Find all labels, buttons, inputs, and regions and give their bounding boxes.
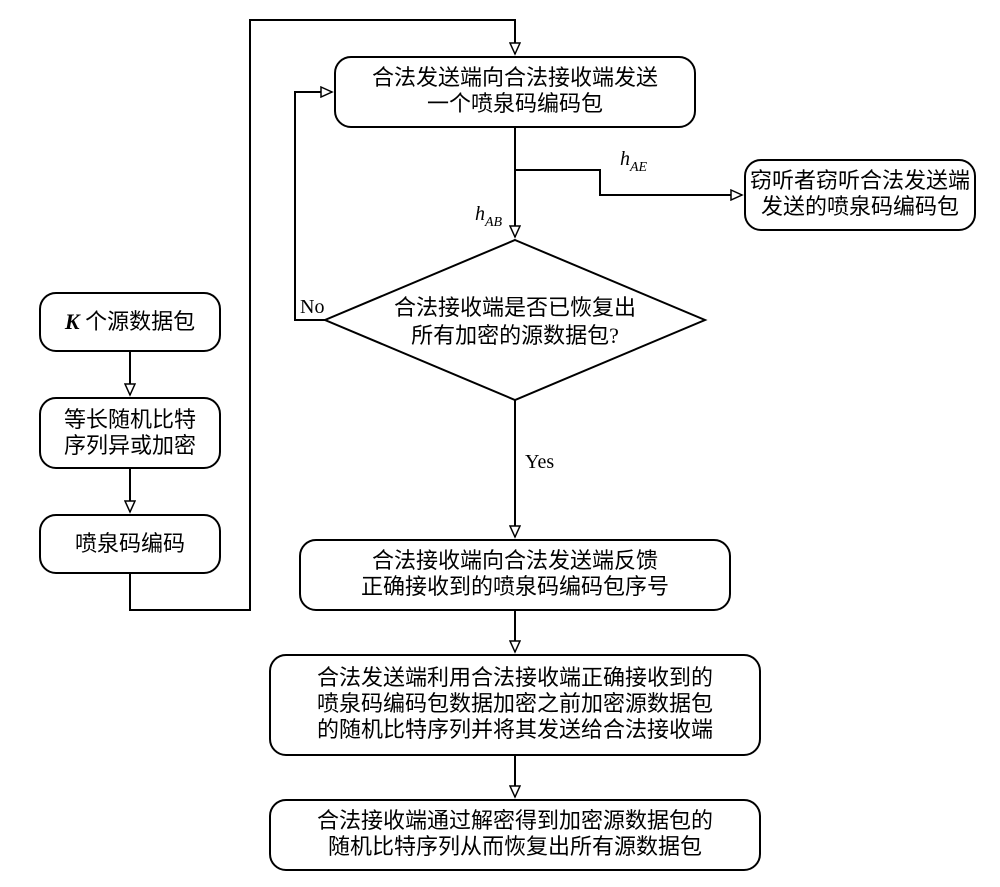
label-no: No (300, 296, 324, 318)
node-recover-label-1: 合法接收端通过解密得到加密源数据包的 (317, 808, 713, 833)
flowchart-canvas: K 个源数据包 等长随机比特 序列异或加密 喷泉码编码 合法发送端向合法接收端发… (0, 0, 1000, 887)
node-xor-encrypt-label-1: 等长随机比特 (64, 407, 196, 432)
node-recover-label-2: 随机比特序列从而恢复出所有源数据包 (328, 834, 702, 859)
node-decision-label-2: 所有加密的源数据包? (411, 323, 619, 348)
node-eavesdropper-label-1: 窃听者窃听合法发送端 (750, 168, 970, 193)
edge-to-eavesdropper (515, 170, 742, 195)
node-encrypt-send-label-1: 合法发送端利用合法接收端正确接收到的 (317, 665, 713, 690)
node-feedback-label-1: 合法接收端向合法发送端反馈 (372, 548, 658, 573)
label-hAE: hAE (620, 148, 648, 175)
node-encrypt-send-label-2: 喷泉码编码包数据加密之前加密源数据包 (317, 691, 713, 716)
node-encrypt-send-label-3: 的随机比特序列并将其发送给合法接收端 (317, 717, 713, 742)
node-feedback-label-2: 正确接收到的喷泉码编码包序号 (361, 574, 669, 599)
label-hAB: hAB (475, 203, 503, 230)
node-send-packet-label-1: 合法发送端向合法接收端发送 (372, 65, 658, 90)
node-eavesdropper-label-2: 发送的喷泉码编码包 (761, 194, 959, 219)
edge-decision-no (295, 92, 332, 320)
node-fountain-encode-label: 喷泉码编码 (75, 531, 185, 556)
node-xor-encrypt-label-2: 序列异或加密 (64, 433, 196, 458)
label-yes: Yes (525, 451, 554, 473)
node-send-packet-label-2: 一个喷泉码编码包 (427, 91, 603, 116)
node-source-packets-label: K 个源数据包 (64, 309, 195, 334)
node-decision-label-1: 合法接收端是否已恢复出 (394, 295, 636, 320)
